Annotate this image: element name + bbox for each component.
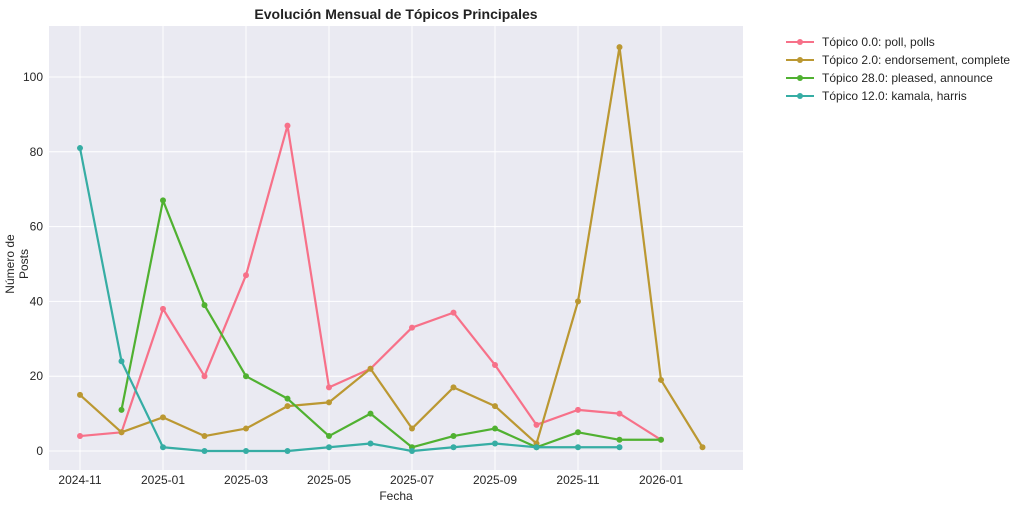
- data-point: [77, 433, 83, 440]
- y-tick-label: 100: [23, 70, 43, 84]
- x-tick-label: 2025-03: [224, 473, 268, 487]
- y-tick-label: 80: [30, 145, 44, 159]
- data-point: [160, 444, 166, 451]
- data-point: [160, 414, 166, 421]
- y-tick-label: 60: [30, 220, 44, 234]
- data-point: [77, 391, 83, 398]
- legend-label: Tópico 2.0: endorsement, complete: [822, 53, 1011, 67]
- legend-line-marker-icon: [786, 36, 814, 48]
- data-point: [243, 272, 249, 279]
- data-point: [616, 410, 623, 417]
- data-point: [616, 44, 623, 51]
- data-point: [201, 373, 208, 380]
- x-tick-label: 2025-09: [473, 473, 517, 487]
- data-point: [284, 403, 291, 410]
- data-point: [450, 384, 457, 391]
- data-point: [367, 410, 374, 417]
- data-point: [533, 444, 540, 451]
- x-tick-label: 2024-11: [58, 473, 101, 487]
- y-axis-label: Número de Posts: [3, 234, 31, 294]
- data-point: [450, 433, 457, 440]
- data-point: [326, 384, 332, 391]
- data-point: [575, 406, 581, 413]
- data-point: [575, 429, 581, 436]
- data-point: [243, 425, 249, 432]
- legend-item: Tópico 2.0: endorsement, complete: [786, 51, 1010, 69]
- data-point: [284, 448, 291, 454]
- legend-label: Tópico 0.0: poll, polls: [822, 35, 935, 49]
- data-point: [533, 421, 540, 428]
- data-point: [409, 448, 415, 454]
- series-line: [79, 45, 704, 448]
- x-tick-label: 2025-05: [307, 473, 351, 487]
- data-point: [201, 448, 208, 454]
- plot-background: [49, 26, 743, 470]
- data-point: [492, 425, 498, 432]
- data-point: [118, 406, 125, 413]
- data-point: [367, 440, 374, 447]
- data-point: [201, 302, 208, 309]
- legend-line-marker-icon: [786, 72, 814, 84]
- legend-item: Tópico 0.0: poll, polls: [786, 33, 1010, 51]
- data-point: [492, 361, 498, 368]
- data-point: [326, 399, 332, 406]
- data-point: [284, 395, 291, 402]
- data-point: [160, 197, 166, 204]
- x-tick-label: 2025-11: [556, 473, 599, 487]
- data-point: [243, 448, 249, 454]
- data-point: [201, 433, 208, 440]
- y-tick-label: 40: [30, 294, 44, 308]
- x-tick-label: 2025-01: [141, 473, 185, 487]
- x-tick-label: 2025-07: [390, 473, 434, 487]
- data-point: [575, 444, 581, 451]
- data-point: [118, 358, 125, 365]
- legend-label: Tópico 12.0: kamala, harris: [822, 89, 967, 103]
- data-point: [243, 373, 249, 380]
- data-point: [450, 309, 457, 316]
- data-point: [616, 436, 623, 443]
- data-point: [326, 444, 332, 451]
- data-point: [492, 403, 498, 410]
- x-tick-label: 2026-01: [639, 473, 683, 487]
- data-point: [450, 444, 457, 451]
- y-tick-label: 20: [30, 369, 44, 383]
- series-line: [120, 199, 661, 449]
- data-point: [160, 305, 166, 312]
- chart-legend: Tópico 0.0: poll, polls Tópico 2.0: endo…: [786, 33, 1010, 105]
- legend-line-marker-icon: [786, 90, 814, 102]
- data-point: [658, 436, 664, 443]
- y-tick-label: 0: [36, 444, 43, 458]
- data-point: [409, 324, 415, 331]
- legend-label: Tópico 28.0: pleased, announce: [822, 71, 993, 85]
- data-point: [326, 433, 332, 440]
- data-point: [616, 444, 623, 451]
- data-point: [409, 425, 415, 432]
- data-point: [575, 298, 581, 305]
- data-point: [699, 444, 706, 451]
- data-point: [367, 365, 374, 372]
- chart-title: Evolución Mensual de Tópicos Principales: [254, 6, 538, 22]
- data-point: [77, 145, 83, 152]
- data-point: [118, 429, 125, 436]
- legend-item: Tópico 28.0: pleased, announce: [786, 69, 1010, 87]
- legend-line-marker-icon: [786, 54, 814, 66]
- data-point: [284, 122, 291, 129]
- data-point: [492, 440, 498, 447]
- series-line: [78, 147, 620, 453]
- data-point: [658, 376, 664, 383]
- legend-item: Tópico 12.0: kamala, harris: [786, 87, 1010, 105]
- x-axis-label: Fecha: [379, 489, 413, 503]
